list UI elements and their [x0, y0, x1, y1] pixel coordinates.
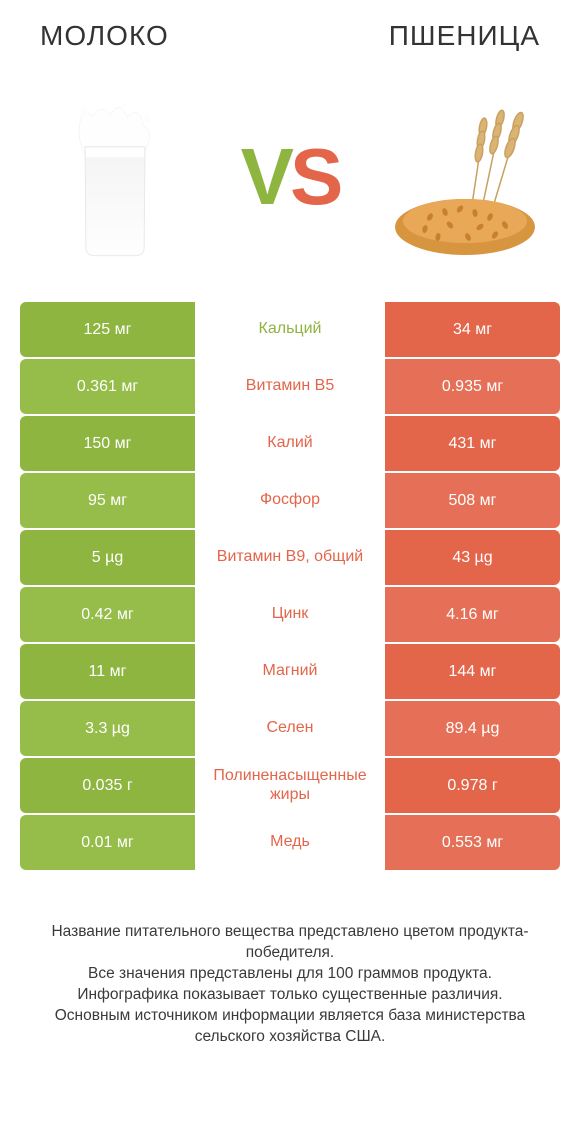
- value-left: 0.035 г: [20, 758, 195, 813]
- value-left: 5 µg: [20, 530, 195, 585]
- value-right: 4.16 мг: [385, 587, 560, 642]
- footer-line: Инфографика показывает только существенн…: [30, 985, 550, 1006]
- nutrient-name: Медь: [195, 815, 385, 870]
- value-right: 0.978 г: [385, 758, 560, 813]
- value-left: 0.361 мг: [20, 359, 195, 414]
- nutrient-name: Полиненасыщенные жиры: [195, 758, 385, 813]
- nutrient-name: Витамин B5: [195, 359, 385, 414]
- footer-line: Название питательного вещества представл…: [30, 922, 550, 964]
- infographic-container: МОЛОКО ПШЕНИЦА VS: [0, 0, 580, 1068]
- value-left: 0.01 мг: [20, 815, 195, 870]
- value-left: 150 мг: [20, 416, 195, 471]
- table-row: 125 мгКальций34 мг: [20, 302, 560, 357]
- value-left: 125 мг: [20, 302, 195, 357]
- value-right: 0.553 мг: [385, 815, 560, 870]
- nutrient-name: Фосфор: [195, 473, 385, 528]
- title-right: ПШЕНИЦА: [389, 20, 540, 52]
- table-row: 0.361 мгВитамин B50.935 мг: [20, 359, 560, 414]
- nutrient-name: Магний: [195, 644, 385, 699]
- nutrient-name: Цинк: [195, 587, 385, 642]
- table-row: 11 мгМагний144 мг: [20, 644, 560, 699]
- nutrient-name: Кальций: [195, 302, 385, 357]
- footer-text: Название питательного вещества представл…: [0, 872, 580, 1068]
- vs-v: V: [241, 132, 290, 221]
- nutrient-name: Витамин B9, общий: [195, 530, 385, 585]
- milk-image: [30, 87, 200, 267]
- value-left: 95 мг: [20, 473, 195, 528]
- vs-label: VS: [241, 131, 340, 223]
- wheat-image: [380, 87, 550, 267]
- table-row: 95 мгФосфор508 мг: [20, 473, 560, 528]
- nutrient-name: Калий: [195, 416, 385, 471]
- value-right: 89.4 µg: [385, 701, 560, 756]
- header-row: МОЛОКО ПШЕНИЦА: [0, 0, 580, 62]
- value-right: 43 µg: [385, 530, 560, 585]
- table-row: 0.035 гПолиненасыщенные жиры0.978 г: [20, 758, 560, 813]
- table-row: 0.01 мгМедь0.553 мг: [20, 815, 560, 870]
- value-left: 11 мг: [20, 644, 195, 699]
- images-row: VS: [0, 62, 580, 302]
- value-right: 508 мг: [385, 473, 560, 528]
- footer-line: Основным источником информации является …: [30, 1006, 550, 1048]
- comparison-table: 125 мгКальций34 мг0.361 мгВитамин B50.93…: [0, 302, 580, 870]
- value-left: 3.3 µg: [20, 701, 195, 756]
- footer-line: Все значения представлены для 100 граммо…: [30, 964, 550, 985]
- nutrient-name: Селен: [195, 701, 385, 756]
- value-left: 0.42 мг: [20, 587, 195, 642]
- table-row: 5 µgВитамин B9, общий43 µg: [20, 530, 560, 585]
- value-right: 0.935 мг: [385, 359, 560, 414]
- table-row: 0.42 мгЦинк4.16 мг: [20, 587, 560, 642]
- table-row: 150 мгКалий431 мг: [20, 416, 560, 471]
- table-row: 3.3 µgСелен89.4 µg: [20, 701, 560, 756]
- title-left: МОЛОКО: [40, 20, 169, 52]
- value-right: 34 мг: [385, 302, 560, 357]
- value-right: 144 мг: [385, 644, 560, 699]
- value-right: 431 мг: [385, 416, 560, 471]
- vs-s: S: [290, 132, 339, 221]
